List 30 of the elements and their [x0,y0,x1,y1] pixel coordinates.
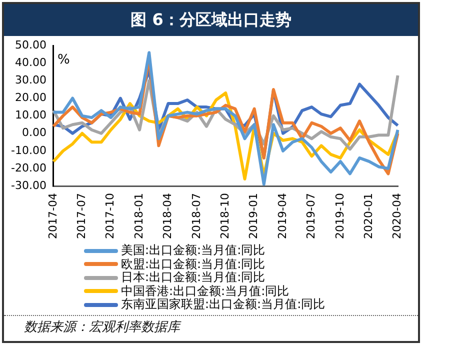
x-tick-label: 2019-10 [333,193,346,240]
x-tick-label: 2018-07 [190,193,203,240]
source-note: 数据来源：宏观利率数据库 [4,314,418,340]
x-tick-label: 2019-01 [247,193,260,240]
legend-label: 美国:出口金额:当月值:同比 [121,243,266,258]
y-tick-label: -30.00 [10,178,46,192]
y-tick-label: 50.00 [14,38,46,52]
x-tick-label: 2018-01 [132,193,146,240]
legend-label: 欧盟:出口金额:当月值:同比 [121,256,266,270]
x-tick-label: 2018-10 [218,193,232,240]
x-tick-label: 2019-04 [276,193,289,240]
legend-label: 东南亚国家联盟:出口金额:当月值:同比 [121,297,326,312]
y-axis-title: % [57,52,70,68]
y-tick-label: 0.00 [22,126,46,140]
y-tick-label: -10.00 [10,144,46,157]
chart-title: 图 6：分区域出口走势 [4,4,418,36]
x-tick-label: 2017-10 [104,193,117,240]
legend-label: 日本:出口金额:当月值:同比 [121,270,266,284]
x-tick-label: 2020-01 [362,193,375,240]
y-tick-label: 20.00 [14,91,46,104]
y-tick-label: 40.00 [14,56,46,70]
y-tick-label: 30.00 [14,74,46,87]
x-tick-label: 2017-04 [46,193,60,240]
y-tick-label: 10.00 [14,108,46,122]
legend-label: 中国香港:出口金额:当月值:同比 [121,284,290,298]
x-tick-label: 2017-07 [75,193,88,240]
x-tick-label: 2018-04 [161,193,174,240]
x-tick-label: 2020-04 [390,193,404,240]
x-tick-label: 2019-07 [304,193,318,240]
y-tick-label: -20.00 [10,161,46,174]
